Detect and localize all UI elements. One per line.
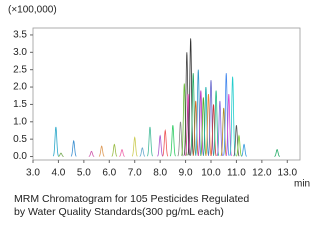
x-tick-label: 9.0 — [179, 168, 193, 179]
peak — [157, 134, 164, 157]
peak — [210, 104, 217, 157]
peak — [88, 150, 95, 157]
peak — [192, 100, 199, 157]
y-tick-label: 0.0 — [13, 151, 27, 162]
plot-frame — [32, 27, 301, 161]
y-tick-label: 2.5 — [13, 64, 27, 75]
peak — [197, 90, 204, 156]
peak — [229, 76, 236, 156]
x-tick-label: 13.0 — [278, 168, 298, 179]
peak — [131, 136, 138, 157]
x-tick-label: 10.0 — [201, 168, 221, 179]
peak — [205, 93, 212, 156]
x-tick-label: 3.0 — [26, 168, 40, 179]
x-tick-label: 4.0 — [51, 168, 65, 179]
peak — [233, 125, 240, 157]
y-tick-label: 3.0 — [13, 47, 27, 58]
peak — [98, 145, 105, 157]
x-tick-label: 8.0 — [153, 168, 167, 179]
peak — [207, 80, 215, 156]
caption: by Water Quality Standards(300 pg/mL eac… — [14, 206, 224, 218]
peak — [202, 87, 209, 156]
y-unit: (×100,000) — [8, 5, 57, 16]
peak — [111, 143, 118, 157]
peak — [241, 143, 247, 157]
x-tick-label: 12.0 — [252, 168, 272, 179]
y-tick-label: 1.5 — [13, 99, 27, 110]
caption: MRM Chromatogram for 105 Pesticides Regu… — [14, 193, 249, 205]
peak — [236, 134, 242, 157]
y-tick-label: 2.0 — [13, 82, 27, 93]
peak — [190, 73, 197, 156]
peak — [274, 149, 280, 157]
peak — [223, 73, 230, 156]
y-tick-label: 3.5 — [13, 30, 27, 41]
peak — [119, 149, 125, 157]
peak — [70, 139, 77, 157]
peak — [52, 126, 59, 157]
peak — [139, 147, 146, 157]
peak — [200, 97, 207, 156]
x-tick-label: 7.0 — [128, 168, 142, 179]
peak — [185, 93, 192, 156]
peak — [146, 126, 153, 157]
peak — [195, 69, 202, 156]
x-unit: min — [294, 179, 310, 190]
peak — [162, 128, 169, 157]
chart: (×100,000) min MRM Chromatogram for 105 … — [8, 5, 310, 218]
peak — [220, 107, 227, 157]
y-tick-label: 0.5 — [13, 134, 27, 145]
peak — [169, 125, 176, 157]
x-tick-label: 11.0 — [227, 168, 246, 179]
x-tick-label: 5.0 — [77, 168, 91, 179]
peak — [58, 152, 64, 157]
peak — [187, 38, 194, 156]
y-tick-label: 1.0 — [13, 116, 27, 127]
x-tick-label: 6.0 — [102, 168, 116, 179]
